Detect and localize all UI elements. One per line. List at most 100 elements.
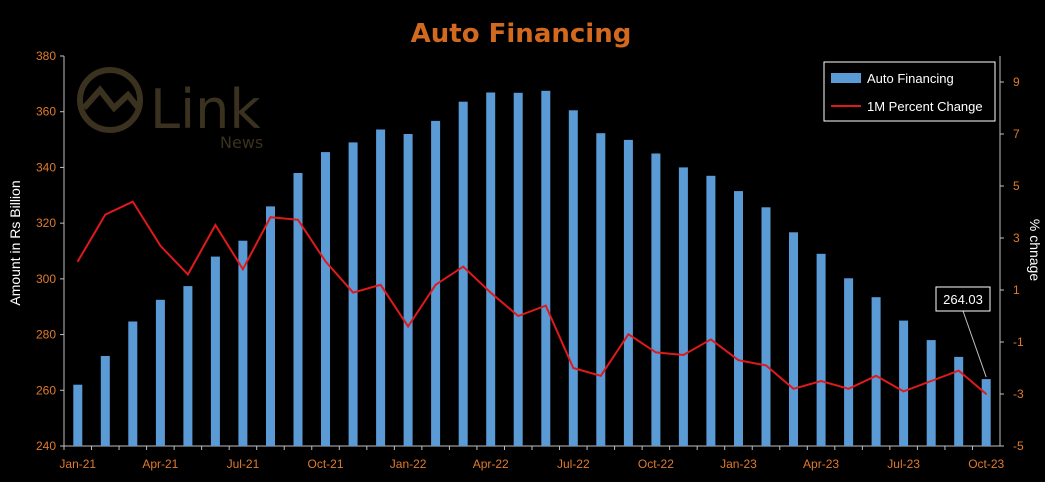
line-point-dec-21 [379,284,382,286]
line-point-feb-23 [765,364,767,367]
bar-feb-21 [100,356,110,446]
right-tick-label: -1 [1013,335,1024,349]
bar-mar-23 [789,232,798,446]
bar-mar-21 [128,321,138,446]
left-axis-ticks: 240 260 280 300 320 340 360 380 [36,49,64,453]
bar-feb-22 [431,120,441,447]
chart-title: Auto Financing [411,19,632,49]
right-tick-label: 7 [1013,127,1020,141]
value-callout: 264.03 [935,286,991,378]
line-point-feb-22 [434,284,437,286]
line-point-dec-22 [710,338,712,341]
x-tick-label: Jul-23 [887,457,920,471]
logo-zigzag-icon [81,85,143,113]
callout-box [935,286,991,312]
right-tick-label: -3 [1013,387,1024,401]
watermark-logo: Link News [77,67,263,152]
bar-aug-21 [266,206,275,446]
line-point-jul-22 [572,367,575,369]
line-point-jul-23 [902,390,905,393]
line-point-aug-21 [269,216,272,218]
left-tick-label: 240 [36,439,56,453]
line-point-apr-22 [489,291,492,294]
bar-may-23 [844,278,854,446]
line-point-sep-21 [297,219,299,221]
logo-ring-icon [77,67,143,133]
line-point-oct-23 [985,393,987,395]
bar-sep-21 [293,173,303,446]
bar-apr-22 [486,92,496,446]
line-point-sep-22 [627,333,630,336]
line-point-oct-21 [324,260,327,263]
line-point-oct-22 [655,351,657,354]
callout-label: 264.03 [943,292,983,307]
left-tick-label: 380 [36,49,56,63]
bar-jun-23 [871,297,881,446]
x-tick-label: Jul-22 [557,457,590,471]
line-point-jul-21 [242,268,244,271]
line-point-nov-21 [352,291,354,294]
watermark-sub: News [220,133,263,152]
bar-series [73,90,991,447]
left-tick-label: 340 [36,160,56,174]
percent-change-line [76,200,987,395]
line-point-jan-22 [407,325,409,328]
legend-item-auto-financing: Auto Financing [867,71,954,86]
line-point-may-21 [187,273,189,276]
line-point-may-22 [517,315,519,317]
left-tick-label: 280 [36,328,56,342]
right-axis-ticks: -5 -3 -1 1 3 5 7 9 [1000,75,1024,453]
line-point-jun-22 [545,304,547,307]
bar-mar-22 [458,101,468,446]
line-point-may-23 [847,388,850,390]
bar-nov-21 [348,142,358,446]
y2-axis-title: % chnage [1027,219,1043,281]
line-point-jan-23 [737,359,740,362]
left-tick-label: 260 [36,383,56,397]
bar-oct-22 [651,153,661,446]
line-point-aug-22 [600,375,602,377]
x-tick-label: Oct-22 [638,457,674,471]
line-point-mar-22 [462,265,465,268]
bar-apr-23 [816,253,826,446]
bar-sep-23 [954,356,964,446]
bar-may-22 [513,92,523,447]
right-tick-label: -5 [1013,439,1024,453]
bar-feb-23 [761,207,771,446]
x-tick-label: Apr-23 [803,457,839,471]
x-tick-label: Jan-21 [59,457,96,471]
x-tick-label: Jan-22 [390,457,427,471]
bar-aug-22 [596,133,606,446]
legend-item-percent-change: 1M Percent Change [867,99,983,114]
bar-jun-21 [210,256,220,446]
right-tick-label: 1 [1013,283,1020,297]
x-tick-label: Jul-21 [227,457,260,471]
bar-jan-21 [73,384,83,446]
watermark-brand: Link [150,78,261,141]
x-tick-label: Apr-22 [473,457,509,471]
line-point-apr-23 [820,380,822,382]
bar-sep-22 [623,139,633,446]
bar-jan-22 [403,134,413,446]
left-tick-label: 360 [36,105,56,119]
legend-box [823,61,996,122]
y-axis-title: Amount in Rs Billion [7,180,23,305]
x-axis-ticks: Jan-21 Apr-21 Jul-21 Oct-21 Jan-22 Apr-22 Jul-… [59,446,1005,471]
bar-aug-23 [926,340,936,446]
line-point-apr-21 [159,245,162,247]
line-point-feb-21 [104,213,107,216]
bar-nov-22 [678,167,688,446]
bar-jul-22 [568,110,578,447]
line-point-mar-23 [792,388,795,390]
line-point-sep-23 [957,369,960,372]
legend-swatch-bar [831,73,861,83]
line-point-aug-23 [930,380,932,382]
bar-may-21 [183,286,193,446]
line-series [76,200,987,395]
line-point-jun-23 [875,375,877,377]
right-tick-label: 3 [1013,231,1020,245]
bar-oct-23 [981,379,991,446]
bar-dec-22 [706,175,716,447]
x-tick-label: Oct-23 [968,457,1004,471]
